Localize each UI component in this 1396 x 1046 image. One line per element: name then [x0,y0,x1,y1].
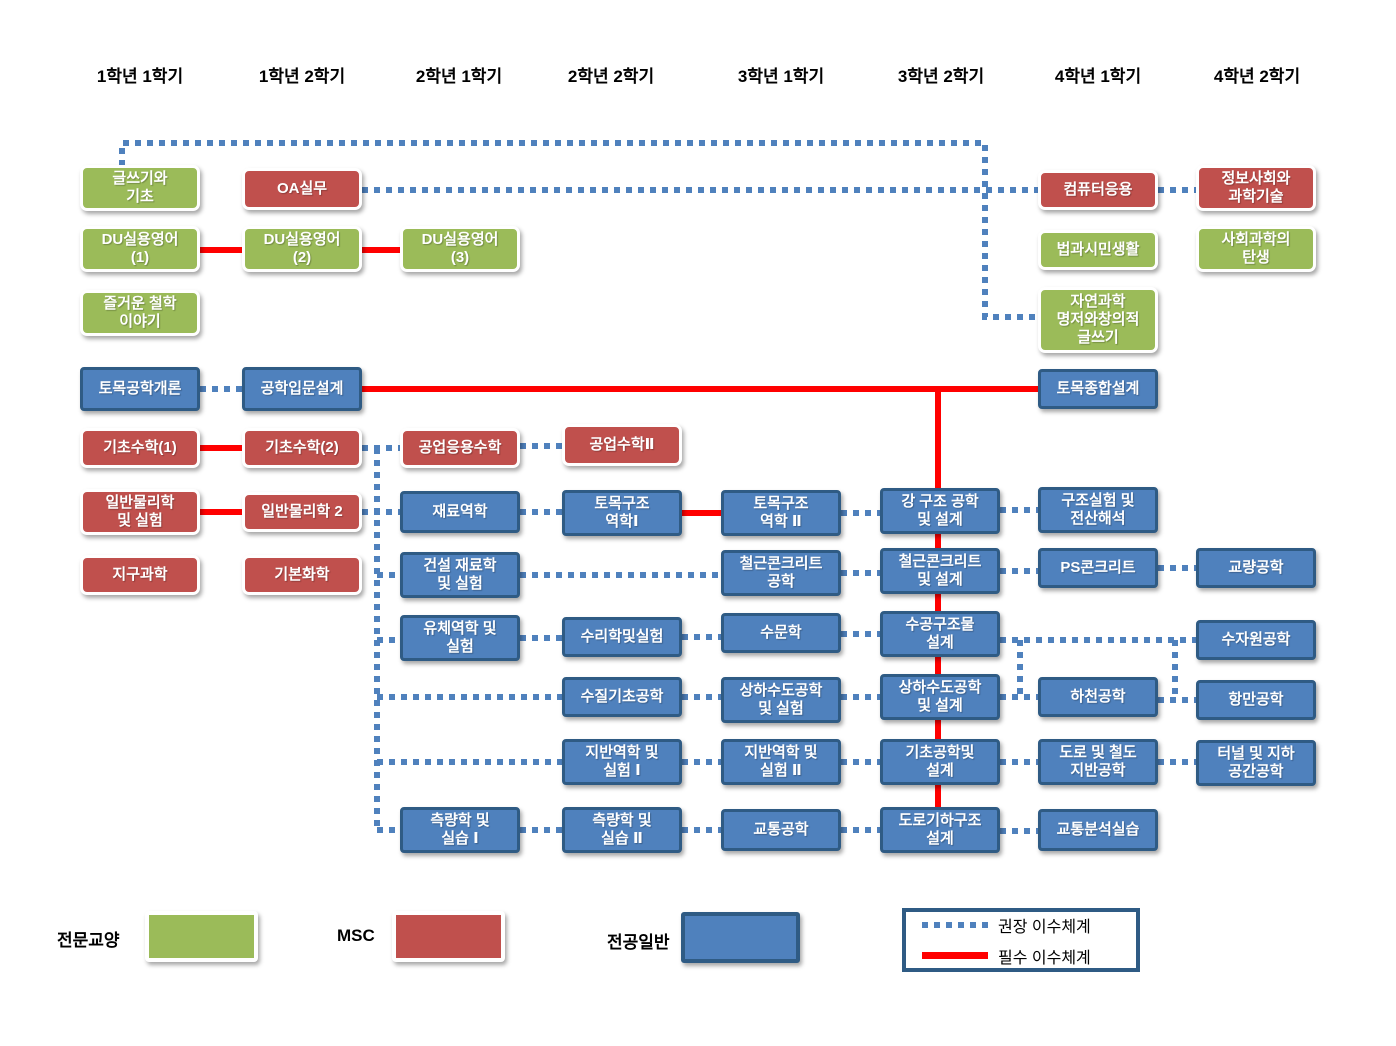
course-road-geometry-design: 도로기하구조 설계 [880,807,1000,853]
course-river-engineering: 하천공학 [1038,677,1158,717]
legend-swatch-msc [392,911,505,962]
course-tunnel-underground-eng: 터널 및 지하 공간공학 [1196,740,1316,786]
course-structural-mechanics-2: 토목구조 역학 Ⅱ [721,490,841,536]
course-materials-mechanics: 재료역학 [400,491,520,533]
course-structural-mechanics-1: 토목구조 역학Ⅰ [562,490,682,536]
course-intro-eng-design: 공학입문설계 [242,367,362,411]
course-hydrology: 수문학 [721,613,841,653]
course-surveying-practice-1: 측량학 및 실습 Ⅰ [400,807,520,853]
legend-label-liberal-arts: 전문교양 [57,931,120,950]
column-header-1: 1학년 1학기 [96,67,184,86]
course-hydraulic-structure-design: 수공구조물 설계 [880,611,1000,657]
course-law-citizen-life: 법과시민생활 [1038,230,1158,270]
column-header-2: 1학년 2학기 [258,67,346,86]
legend-label-major: 전공일반 [607,933,670,952]
course-geomechanics-lab-2: 지반역학 및 실험 Ⅱ [721,739,841,785]
course-traffic-engineering: 교통공학 [721,809,841,851]
course-general-physics-2: 일반물리학 2 [242,492,362,532]
course-harbor-engineering: 항만공학 [1196,680,1316,720]
course-du-english-2: DU실용영어 (2) [242,226,362,272]
course-ps-concrete: PS콘크리트 [1038,548,1158,588]
course-surveying-practice-2: 측량학 및 실습 Ⅱ [562,807,682,853]
legend-swatch-liberal-arts [145,911,258,962]
course-civil-eng-intro: 토목공학개론 [80,367,200,411]
course-road-railway-geotech: 도로 및 철도 지반공학 [1038,739,1158,785]
course-rc-engineering: 철근콘크리트 공학 [721,550,841,596]
column-header-6: 3학년 2학기 [897,67,985,86]
course-bridge-engineering: 교량공학 [1196,548,1316,588]
legend-swatch-major [681,912,800,963]
course-geomechanics-lab-1: 지반역학 및 실험 Ⅰ [562,739,682,785]
course-basic-chemistry: 기본화학 [242,555,362,595]
course-basic-math-2: 기초수학(2) [242,428,362,468]
course-rc-design: 철근콘크리트 및 설계 [880,548,1000,594]
course-civil-capstone-design: 토목종합설계 [1038,369,1158,409]
solid-line-sample [922,952,988,959]
course-computer-application: 컴퓨터응용 [1038,170,1158,210]
course-water-resources-eng: 수자원공학 [1196,620,1316,660]
column-header-3: 2학년 1학기 [415,67,503,86]
edge-dotted-0 [119,140,1038,320]
course-structure-exp-analysis: 구조실험 및 전산해석 [1038,487,1158,533]
course-oa-practice: OA실무 [242,168,362,210]
course-du-english-3: DU실용영어 (3) [400,226,520,272]
course-basic-math-1: 기초수학(1) [80,428,200,468]
course-hydraulics-lab: 수리학및실험 [562,617,682,657]
course-water-supply-lab: 상하수도공학 및 실험 [721,677,841,723]
course-applied-eng-math: 공업응용수학 [400,428,520,468]
course-water-supply-design: 상하수도공학 및 설계 [880,674,1000,720]
course-fun-philosophy: 즐거운 철학 이야기 [80,290,200,336]
course-natural-science-writing: 자연과학 명저와창의적 글쓰기 [1038,287,1158,353]
course-fluid-mechanics-lab: 유체역학 및 실험 [400,615,520,661]
legend-label-msc: MSC [337,926,375,945]
legend-required-label: 필수 이수체계 [998,949,1091,967]
course-eng-math-2: 공업수학Ⅱ [562,424,682,466]
line-legend-box: 권장 이수체계 필수 이수체계 [902,908,1140,972]
course-traffic-analysis-practice: 교통분석실습 [1038,809,1158,851]
column-header-7: 4학년 1학기 [1054,67,1142,86]
legend-row-required: 필수 이수체계 [922,944,1136,968]
course-steel-structure-design: 강 구조 공학 및 설계 [880,488,1000,534]
course-info-society-science-tech: 정보사회와 과학기술 [1196,165,1316,211]
course-water-quality-eng: 수질기초공학 [562,677,682,717]
legend-row-recommended: 권장 이수체계 [922,913,1136,937]
course-general-physics-lab: 일반물리학 및 실험 [80,489,200,535]
column-header-5: 3학년 1학기 [737,67,825,86]
dotted-line-sample [922,921,988,928]
course-earth-science: 지구과학 [80,555,200,595]
course-construction-materials-lab: 건설 재료학 및 실험 [400,552,520,598]
course-writing-basics: 글쓰기와 기초 [80,165,200,211]
legend-recommended-label: 권장 이수체계 [998,918,1091,936]
column-header-8: 4학년 2학기 [1213,67,1301,86]
course-foundation-eng-design: 기초공학및 설계 [880,739,1000,785]
course-birth-of-social-science: 사회과학의 탄생 [1196,226,1316,272]
course-du-english-1: DU실용영어 (1) [80,226,200,272]
column-header-4: 2학년 2학기 [567,67,655,86]
